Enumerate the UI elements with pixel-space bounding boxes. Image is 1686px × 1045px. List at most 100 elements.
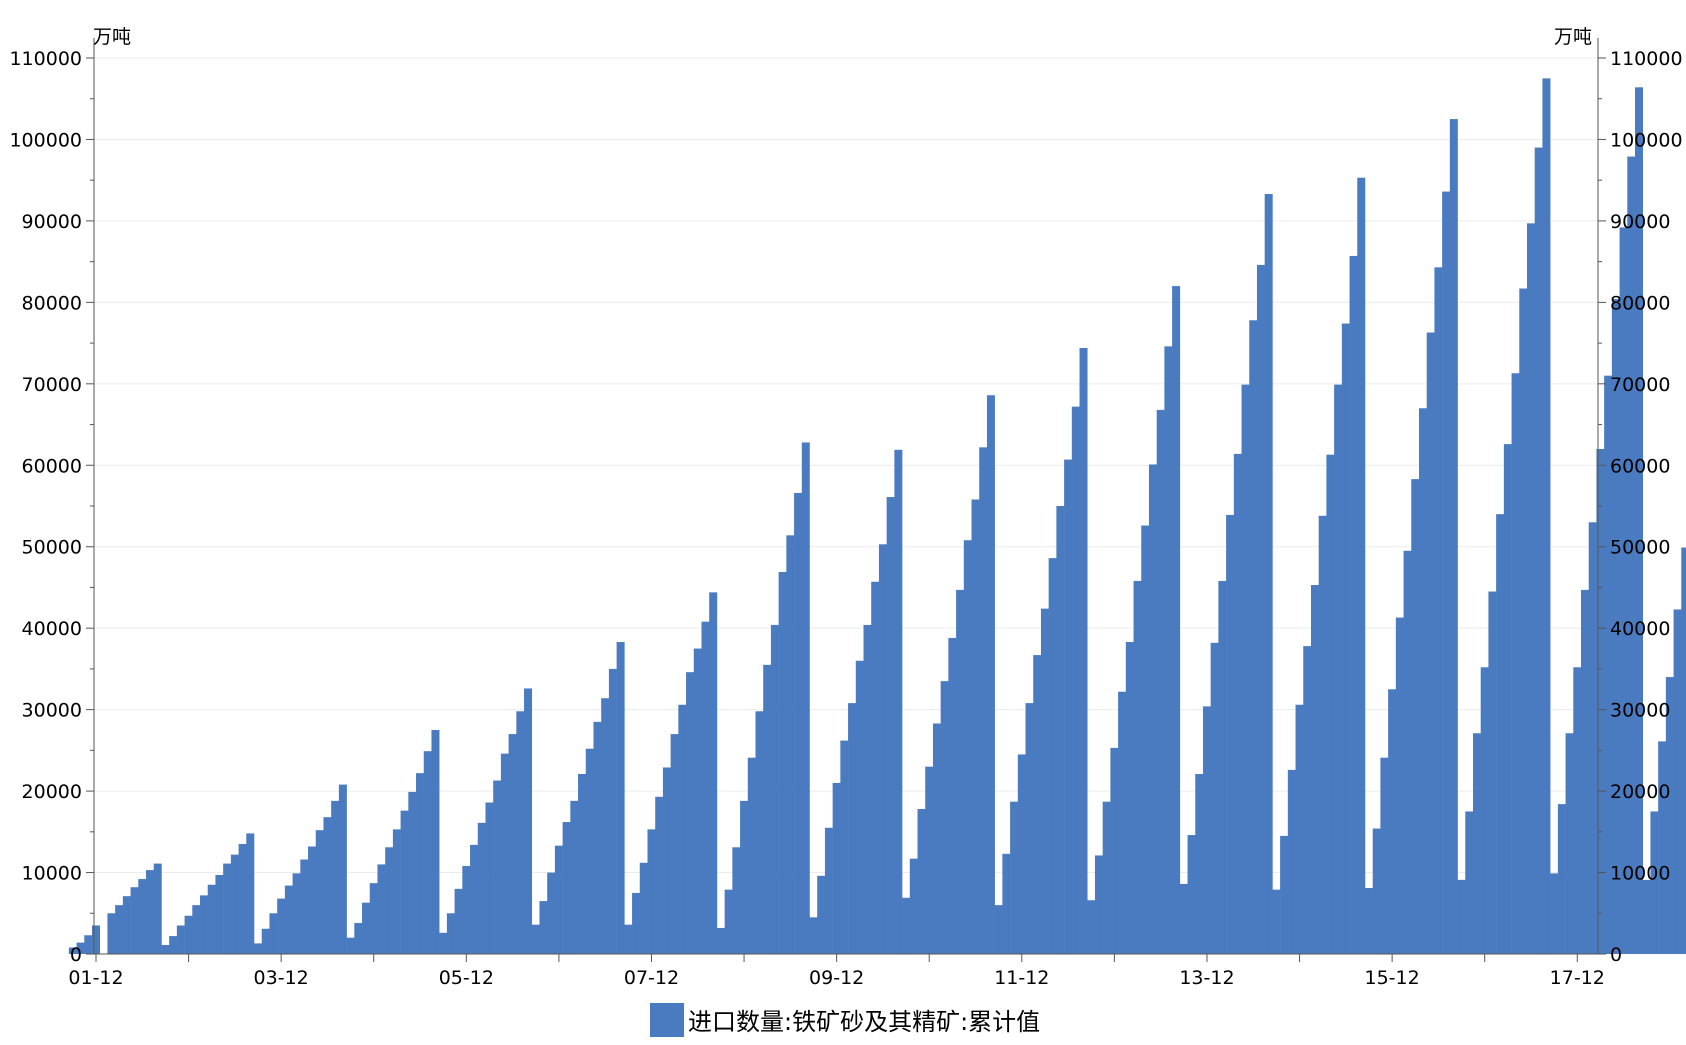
bar [215, 874, 224, 954]
bar [354, 923, 363, 954]
bar [1658, 741, 1667, 954]
bar [724, 889, 733, 954]
bar [1310, 585, 1319, 954]
bar [1627, 156, 1636, 954]
bar [446, 913, 455, 954]
y-tick-label-left: 20000 [22, 781, 82, 803]
bar [76, 942, 85, 954]
bar [1557, 804, 1566, 954]
bar [1249, 320, 1258, 954]
bar [516, 711, 525, 954]
bar [1241, 384, 1250, 955]
bar [1635, 87, 1644, 955]
bar [331, 800, 340, 954]
bar [1611, 299, 1620, 954]
bar [848, 703, 857, 954]
bar [1449, 119, 1458, 954]
bar [863, 624, 872, 954]
bar [971, 499, 980, 954]
y-tick-label-left: 110000 [9, 48, 82, 70]
y-tick-label-left: 90000 [22, 211, 82, 233]
bar [1465, 811, 1474, 954]
bar [1102, 801, 1111, 954]
bar [1573, 667, 1582, 954]
bar [153, 863, 162, 954]
axes: 0 0 10000 10000 20000 20000 30000 30000 40000 400… [9, 38, 1683, 989]
bar [786, 535, 795, 954]
bar [493, 780, 502, 954]
bar [1550, 873, 1559, 954]
bar [1233, 453, 1242, 954]
y-tick-label-left: 0 [70, 944, 82, 966]
bar [416, 773, 425, 954]
bar [678, 704, 687, 954]
bar [755, 711, 764, 954]
bar [169, 936, 178, 954]
bar [130, 887, 139, 954]
bar [632, 892, 641, 954]
bar [940, 681, 949, 954]
bar [431, 730, 440, 954]
bar [92, 925, 100, 954]
bar [1526, 223, 1535, 954]
bar [1210, 642, 1219, 954]
y-tick-label-left: 50000 [22, 537, 82, 559]
bar [794, 492, 803, 954]
bar [1071, 406, 1080, 954]
y-tick-label-right: 20000 [1610, 781, 1670, 803]
bar [1272, 889, 1281, 954]
bar [230, 854, 239, 954]
bar [161, 945, 170, 954]
bar [1619, 227, 1628, 954]
bar [1442, 191, 1451, 954]
bar [1588, 522, 1597, 954]
y-tick-label-left: 70000 [22, 374, 82, 396]
bar [1179, 883, 1188, 954]
y-tick-label-right: 0 [1610, 944, 1622, 966]
bar [462, 866, 471, 954]
bar [1172, 286, 1181, 954]
y-tick-label-right: 80000 [1610, 292, 1670, 314]
bar [1581, 589, 1589, 954]
bar [732, 847, 741, 954]
bar [1017, 754, 1026, 954]
bar [740, 800, 749, 954]
x-tick-label: 15-12 [1365, 967, 1420, 989]
bar [115, 905, 124, 954]
bar [647, 829, 656, 954]
bar [423, 751, 432, 954]
bar [292, 873, 301, 954]
bar [385, 847, 394, 954]
right-unit-label: 万吨 [1554, 26, 1592, 48]
bar [994, 905, 1003, 954]
bar [1357, 177, 1366, 955]
bar [315, 830, 324, 954]
bar [770, 624, 779, 954]
bar [1665, 677, 1674, 954]
bar [1164, 346, 1173, 954]
x-tick-label: 01-12 [68, 967, 123, 989]
bar [323, 817, 332, 954]
bar [1496, 514, 1505, 954]
bar [1411, 479, 1420, 954]
bar [1403, 550, 1412, 954]
bar [84, 935, 93, 954]
bar [261, 928, 270, 954]
bar [485, 802, 494, 954]
bar [500, 753, 509, 954]
bar [1048, 558, 1057, 954]
y-tick-label-left: 80000 [22, 292, 82, 314]
bar [508, 734, 517, 954]
bar [369, 883, 378, 954]
bar [223, 863, 232, 954]
bar [963, 540, 972, 954]
y-tick-label-right: 30000 [1610, 700, 1670, 722]
bar [1133, 580, 1142, 954]
bar [122, 896, 131, 954]
bar [470, 844, 479, 954]
bar [948, 637, 957, 954]
x-tick-label: 07-12 [624, 967, 679, 989]
bar [1642, 879, 1651, 954]
bar [716, 927, 725, 954]
